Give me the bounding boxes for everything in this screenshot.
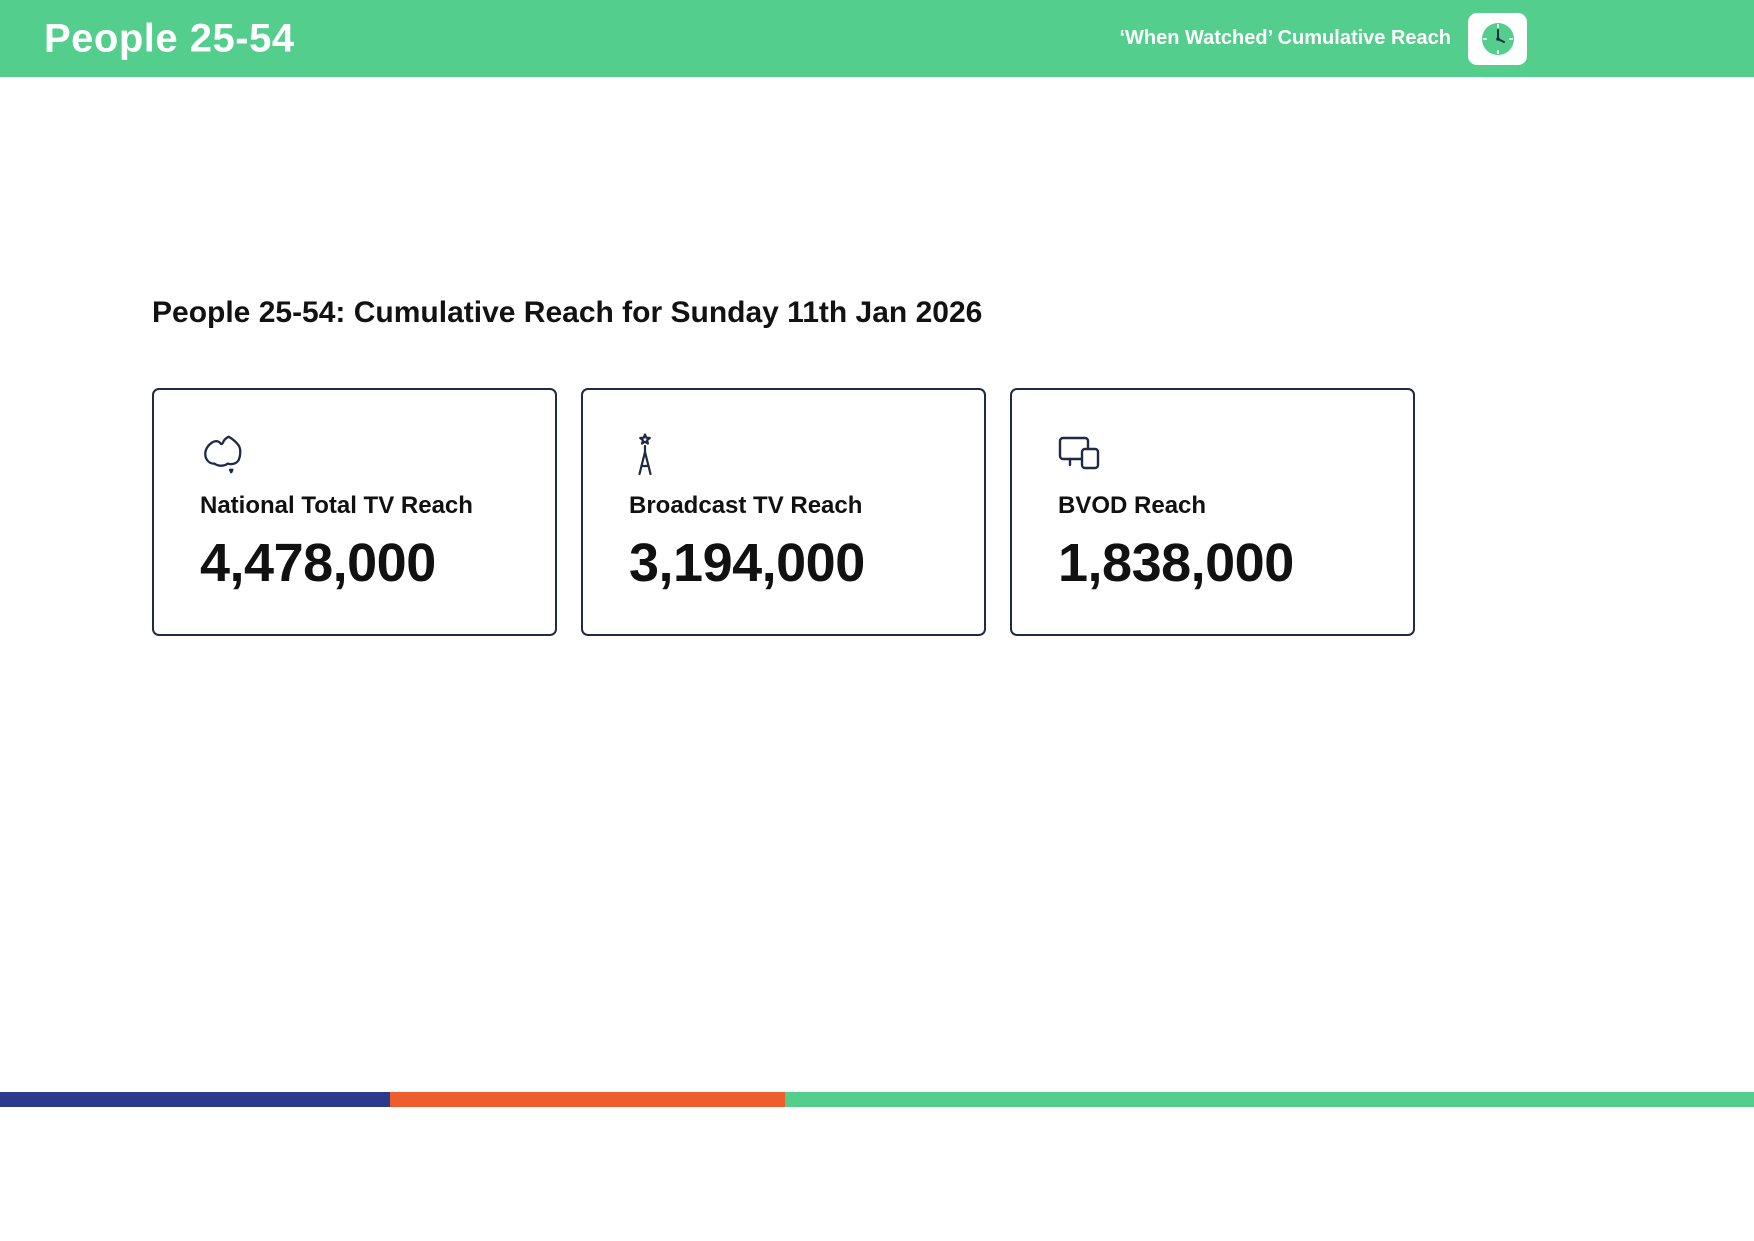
page-title: People 25-54: Cumulative Reach for Sunda… xyxy=(152,296,983,329)
stripe-green-segment xyxy=(785,1092,1754,1107)
stripe-navy-segment xyxy=(0,1092,390,1107)
header-bar: People 25-54 ‘When Watched’ Cumulative R… xyxy=(0,0,1754,77)
clock-button[interactable] xyxy=(1468,12,1527,65)
clock-icon xyxy=(1478,19,1518,59)
header-subtitle: ‘When Watched’ Cumulative Reach xyxy=(1119,27,1451,49)
stripe-orange-segment xyxy=(390,1092,785,1107)
australia-map-icon xyxy=(200,432,509,476)
kpi-card-broadcast-tv: Broadcast TV Reach 3,194,000 xyxy=(581,388,986,636)
kpi-value: 4,478,000 xyxy=(200,533,436,593)
broadcast-tower-icon xyxy=(629,432,938,476)
kpi-value: 3,194,000 xyxy=(629,533,865,593)
kpi-label: Broadcast TV Reach xyxy=(629,492,863,519)
kpi-label: National Total TV Reach xyxy=(200,492,473,519)
dual-screens-icon xyxy=(1058,432,1367,476)
header-right-group: ‘When Watched’ Cumulative Reach xyxy=(1119,12,1527,65)
kpi-card-national-total-tv: National Total TV Reach 4,478,000 xyxy=(152,388,557,636)
kpi-value: 1,838,000 xyxy=(1058,533,1294,593)
kpi-card-row: National Total TV Reach 4,478,000 Broadc… xyxy=(152,388,1415,636)
header-title: People 25-54 xyxy=(44,16,295,60)
brand-stripe xyxy=(0,1092,1754,1107)
kpi-label: BVOD Reach xyxy=(1058,492,1207,519)
kpi-card-bvod: BVOD Reach 1,838,000 xyxy=(1010,388,1415,636)
